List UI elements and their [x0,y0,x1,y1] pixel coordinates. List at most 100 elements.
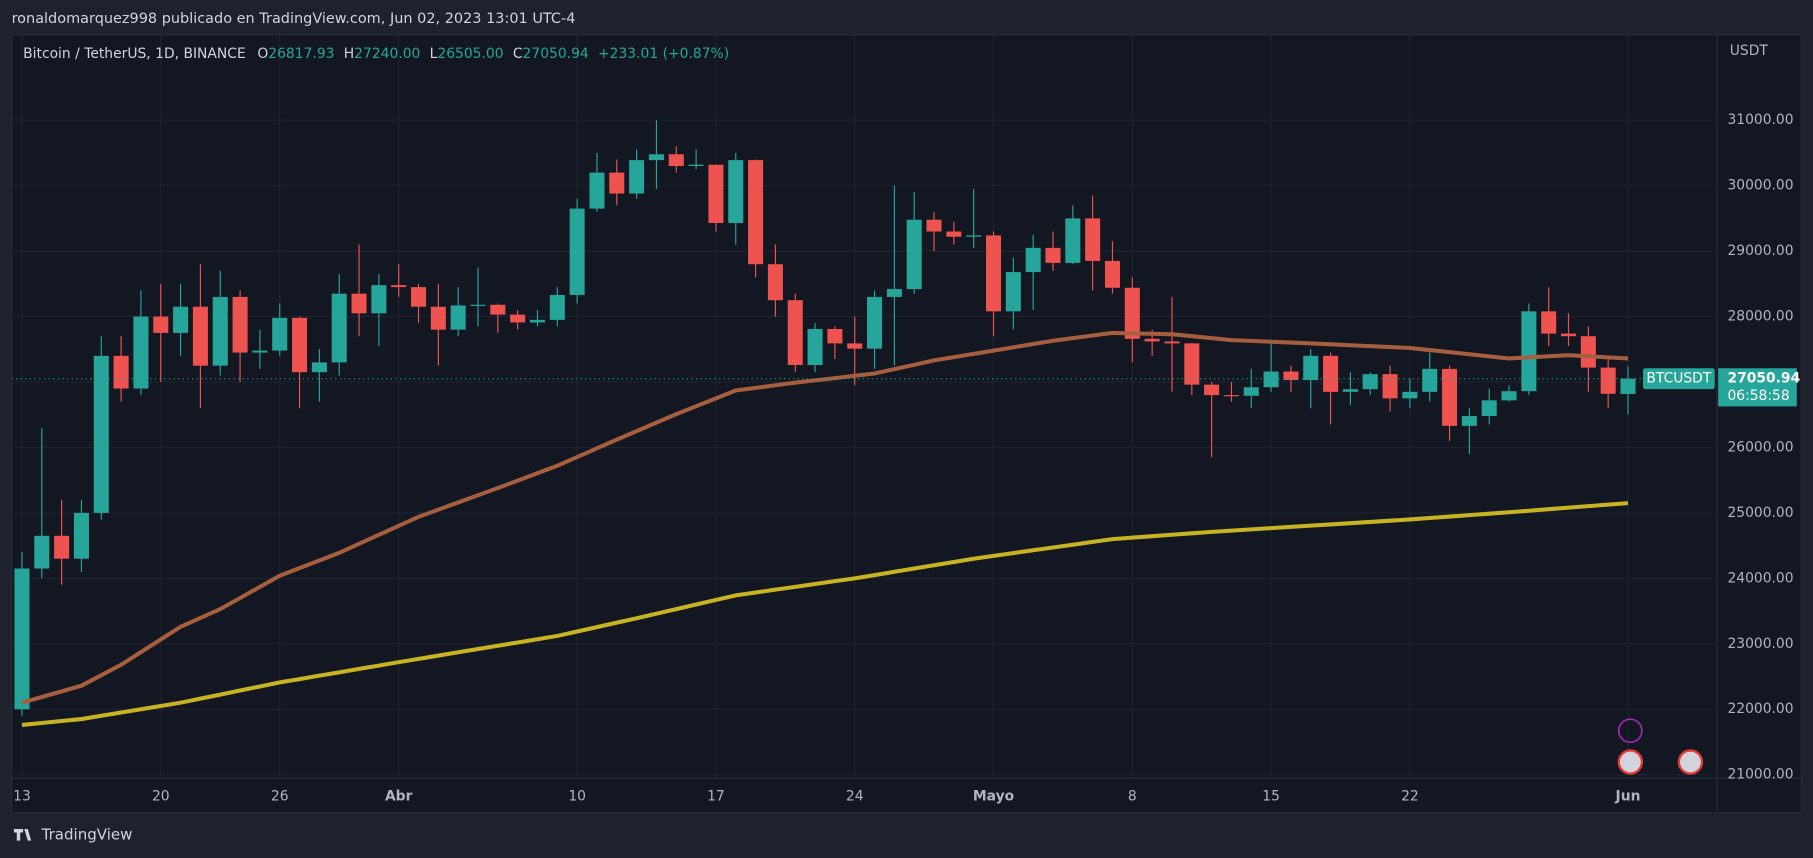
y-tick-label: 25000.00 [1727,505,1793,521]
candle-body [668,154,684,167]
candle-body [1323,355,1339,392]
legend-key: C [512,45,523,62]
candle-body [1243,387,1259,396]
legend-key: H [343,45,355,62]
moving-average [21,330,1629,705]
x-tick-label: 26 [271,789,289,805]
candle-body [292,317,308,373]
candle-body [1580,336,1596,368]
candle-body [1263,371,1279,388]
candle-body [14,568,30,710]
y-tick-label: 30000.00 [1727,178,1793,194]
candle-body [1561,333,1577,337]
candle-body [311,362,327,373]
candle-body [113,355,129,389]
candle-body [1045,247,1061,263]
candle-body [490,304,506,315]
candle-body [1342,389,1358,392]
candle-body [748,160,764,265]
candle-body [1065,218,1081,263]
x-tick-label: 17 [707,789,725,805]
y-tick-label: 26000.00 [1727,439,1793,455]
event-icon[interactable] [1617,749,1644,775]
candle-body [1442,368,1458,426]
legend-change: +233.01 (+0.87%) [597,45,730,62]
candle-body [1501,391,1517,401]
candle-body [946,231,962,237]
y-tick-label: 28000.00 [1727,309,1793,325]
legend-key: L [429,45,438,62]
candle-body [153,316,169,333]
footer-brand: TradingView [41,826,133,845]
legend-value: 26505.00 [437,45,504,62]
candle-body [867,296,883,349]
candle-body [470,304,486,306]
candle-body [708,164,724,223]
candle-body [192,306,208,366]
y-tick-label: 24000.00 [1727,570,1793,586]
candle-body [252,350,268,353]
candle-body [133,316,149,389]
candle-body [93,355,109,513]
legend-key: O [257,45,269,62]
x-tick-label: Jun [1615,789,1641,805]
candle-body [54,535,70,559]
candle-body [629,160,645,194]
legend-value: 27050.94 [522,45,589,62]
symbol-tag-label: BTCUSDT [1646,371,1711,387]
candle-body [450,305,466,330]
chart-panel [10,34,1803,814]
candle-body [411,287,427,307]
event-icon[interactable] [1677,749,1704,775]
x-tick-label: 15 [1262,789,1280,805]
candle-body [807,328,823,365]
candle-body [966,235,982,237]
candle-body [1422,368,1438,392]
x-tick-label: 8 [1128,789,1137,805]
candle-body [272,317,288,351]
logo [13,829,32,841]
event-icon[interactable] [1617,718,1643,744]
symbol-tag [1643,368,1715,390]
candle-body [1104,260,1120,288]
candle-body [1164,341,1180,344]
candle-body [1382,374,1398,399]
candle-body [529,319,546,323]
candle-body [73,512,89,559]
candle-body [609,172,625,194]
x-tick-label: 22 [1401,789,1419,805]
candle-body [1025,247,1041,273]
moving-average [21,501,1629,727]
candle-body [1085,218,1101,261]
candle-body [1362,374,1378,390]
candle-body [34,535,50,569]
candle-body [510,314,526,323]
candle-body [1283,371,1299,381]
candle-body [391,285,407,288]
y-tick-label: 23000.00 [1727,636,1793,652]
candle-body [430,306,446,330]
candle-body [212,296,228,366]
candle-body [1204,384,1220,396]
y-tick-label: 31000.00 [1727,112,1793,128]
y-tick-label: 29000.00 [1727,243,1793,259]
price-tag [1718,368,1797,407]
price-tag-value: 27050.94 [1727,371,1800,387]
y-tick-label: 22000.00 [1727,701,1793,717]
x-tick-label: Abr [385,789,413,805]
y-tick-label: 21000.00 [1727,767,1793,783]
x-tick-label: 13 [13,789,31,805]
candle-body [1005,272,1021,312]
candle-body [1461,416,1477,426]
candle-body [648,154,664,161]
candle-body [847,343,863,349]
candle-body [371,285,387,314]
candle-body [549,294,565,320]
candle-body [1620,378,1636,394]
candle-body [1124,287,1140,339]
candle-body [827,328,843,344]
candle-body [1223,395,1239,397]
candle-body [232,296,248,353]
